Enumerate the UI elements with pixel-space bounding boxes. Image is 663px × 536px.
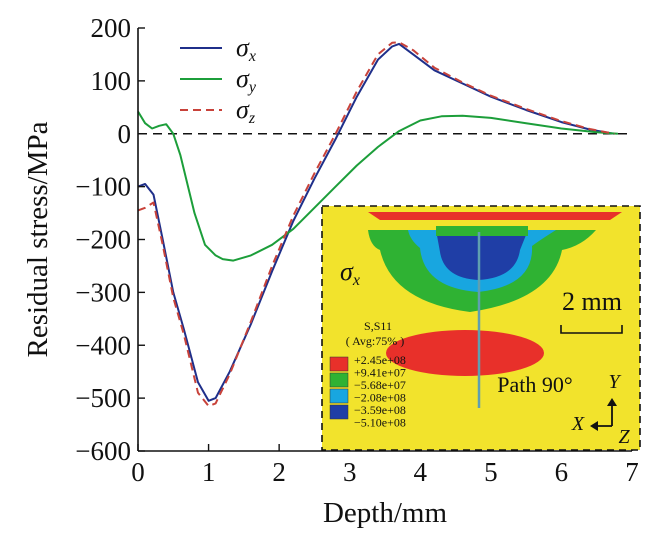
y-tick-label: −200: [75, 225, 131, 255]
y-tick-label: −500: [75, 383, 131, 413]
contour-legend-subtitle: ( Avg:75% ): [346, 334, 404, 348]
x-axis-label: Depth/mm: [323, 497, 447, 529]
contour-legend-swatch: [329, 372, 349, 388]
y-tick-label: 100: [91, 66, 132, 96]
triad-z-label: Z: [618, 426, 630, 448]
x-tick-label: 1: [202, 457, 216, 487]
contour-legend-value: −5.10e+08: [354, 416, 406, 430]
contour-lower-red: [386, 330, 544, 376]
contour-legend-swatch: [329, 404, 349, 420]
legend-label-sigma-z: σz: [236, 95, 256, 127]
x-tick-label: 5: [484, 457, 498, 487]
x-tick-label: 3: [343, 457, 357, 487]
contour-legend-swatch: [329, 388, 349, 404]
series-layer: [137, 41, 618, 408]
inset-contour-plot: σx 2 mm S,S11( Avg:75% ) +2.45e+08+9.41e+07…: [321, 205, 641, 451]
series-line-sigma-z: [137, 41, 615, 408]
series-line-sigma-y: [137, 110, 618, 262]
scale-bar: [560, 325, 623, 334]
inset-border: [321, 205, 641, 451]
triad-x-label: X: [571, 413, 585, 435]
contour-legend-value: −5.68e+07: [354, 378, 406, 392]
y-axis-label: Residual stress/MPa: [22, 121, 54, 357]
triad-x-arrowhead: [590, 421, 598, 431]
path-label: Path 90°: [497, 372, 572, 397]
y-tick-label: 0: [118, 119, 132, 149]
x-tick-label: 0: [131, 457, 145, 487]
y-tick-label: −300: [75, 277, 131, 307]
x-tick-label: 4: [414, 457, 428, 487]
contour-navy: [436, 230, 528, 280]
contour-legend-value: +2.45e+08: [354, 353, 406, 367]
triad-y-arrowhead: [607, 398, 617, 406]
x-tick-label: 7: [625, 457, 639, 487]
legend-label-sigma-x: σx: [236, 33, 256, 65]
y-tick-label: −100: [75, 172, 131, 202]
contour-top-red: [368, 212, 622, 220]
axes-layer: 0 1 2 3 4 5 6 7 200 100 0 −100 −200 −300 −400 −500 −600 D…: [22, 13, 639, 529]
inset-image: [322, 206, 640, 450]
triad-y-label: Y: [608, 371, 621, 393]
contour-legend-swatch: [329, 356, 349, 372]
x-tick-label: 2: [272, 457, 286, 487]
contour-legend-value: −3.59e+08: [354, 403, 406, 417]
y-tick-label: −600: [75, 436, 131, 466]
contour-legend-value: +9.41e+07: [354, 366, 406, 380]
y-tick-label: −400: [75, 330, 131, 360]
inset-sigma-label: σx: [340, 257, 360, 289]
legend-label-sigma-y: σy: [236, 64, 257, 96]
contour-legend-title: S,S11: [364, 319, 392, 333]
contour-legend-value: −2.08e+08: [354, 391, 406, 405]
x-tick-label: 6: [555, 457, 569, 487]
scale-bar-label: 2 mm: [562, 287, 622, 316]
contour-neck: [436, 226, 528, 236]
y-tick-label: 200: [91, 13, 132, 43]
